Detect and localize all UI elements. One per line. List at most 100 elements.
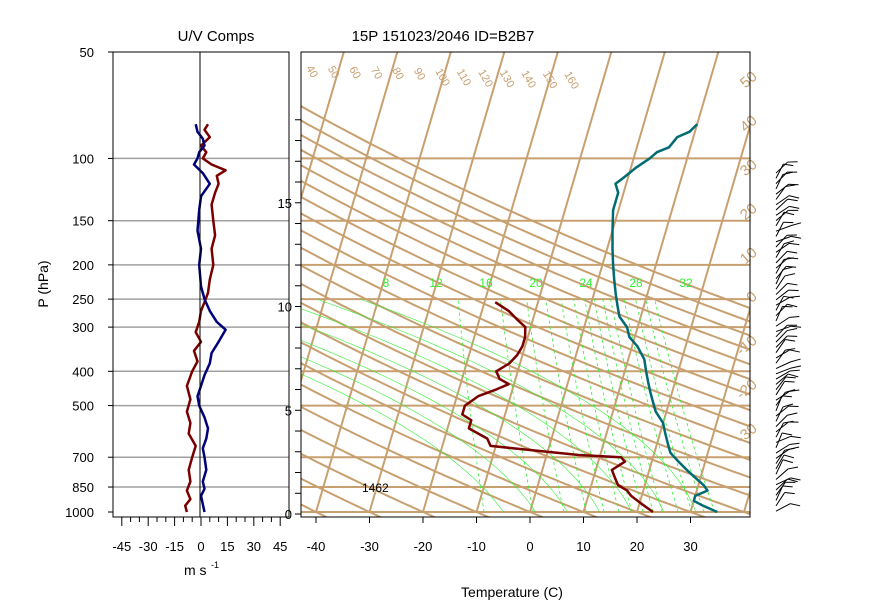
height-tick-label: 0 <box>285 507 292 522</box>
wind-barb <box>775 198 789 211</box>
isotherm-label: 90 <box>411 66 428 83</box>
temperature-tick-label: -40 <box>307 539 326 554</box>
wind-barb <box>775 339 786 353</box>
temperature-tick-label: 0 <box>526 539 533 554</box>
wind-barb <box>775 335 788 348</box>
u-component-line <box>183 123 227 513</box>
mixing-ratio-label: 12 <box>429 276 443 290</box>
isotherm-label: 160 <box>561 70 581 92</box>
isotherm-label: 140 <box>518 69 538 91</box>
pressure-tick-label: 500 <box>72 399 94 414</box>
moist-adiabat-line <box>301 340 568 513</box>
isotherm <box>49 52 184 512</box>
wind-barb-flag <box>782 459 794 464</box>
wind-barb-flag <box>784 491 795 495</box>
wind-barb-flag <box>783 163 794 167</box>
wind-barb <box>775 234 788 248</box>
temperature-tick-label: 10 <box>576 539 590 554</box>
wind-barb <box>775 269 784 285</box>
dry-adiabat <box>301 264 750 461</box>
height-tick-label: 15 <box>278 196 292 211</box>
mixing-ratio-label: 16 <box>479 276 493 290</box>
wind-barb <box>775 324 788 338</box>
uv-ylabel: P (hPa) <box>35 260 51 307</box>
temperature-tick-label: -20 <box>414 539 433 554</box>
dry-adiabat <box>301 301 750 497</box>
wind-barb-flag <box>790 222 802 227</box>
isotherm-label: 130 <box>497 68 517 90</box>
wind-barb-flag <box>790 435 801 439</box>
wind-barb <box>775 444 790 454</box>
wind-barb <box>775 211 785 227</box>
wind-barb-flag <box>783 240 795 245</box>
wind-barb <box>775 485 784 501</box>
wind-barb <box>775 405 789 417</box>
mixing-ratio-label: 28 <box>629 276 643 290</box>
isotherm <box>422 52 559 513</box>
pressure-tick-label: 200 <box>72 258 94 273</box>
isotherm-label: 150 <box>540 69 560 91</box>
isotherm-label: 100 <box>432 67 452 89</box>
isotherm <box>102 52 237 512</box>
wind-barb <box>775 163 784 179</box>
mixing-ratio-line <box>610 299 663 513</box>
dry-adiabat <box>301 133 750 337</box>
adiabat-label: 40 <box>737 112 761 136</box>
dry-adiabat <box>301 452 437 517</box>
mixing-ratio-line <box>654 299 715 513</box>
mixing-ratio-line <box>500 299 534 513</box>
wind-barb <box>775 367 792 375</box>
uv-x-tick-label: 15 <box>220 539 234 554</box>
pressure-tick-label: 400 <box>72 364 94 379</box>
height-tick-label: 10 <box>278 300 292 315</box>
isotherm <box>636 122 750 513</box>
moist-adiabat-line <box>301 324 600 513</box>
wind-barb-flag <box>789 442 800 445</box>
wind-barb-flag <box>785 389 796 393</box>
dry-adiabat <box>301 282 750 479</box>
wind-barb-flag <box>787 466 799 470</box>
pressure-axis: 50 100 150 200 250 300 400 500 700 850 1000 <box>65 45 113 520</box>
wind-barb-flag <box>787 282 798 286</box>
dry-adiabat <box>301 164 750 366</box>
uv-x-tick-label: -45 <box>112 539 131 554</box>
mixing-ratio-line <box>457 299 485 513</box>
wind-barb-flag <box>782 432 793 436</box>
pressure-tick-label: 150 <box>72 214 94 229</box>
mixing-ratio-label: 20 <box>529 276 543 290</box>
wind-barb <box>775 459 784 475</box>
temperature-tick-label: -10 <box>467 539 486 554</box>
moist-adiabat-line <box>301 373 504 513</box>
mixing-ratio-line <box>573 299 620 513</box>
wind-barb <box>775 222 784 237</box>
wind-barb <box>775 503 791 512</box>
wind-barb-flag <box>789 295 800 298</box>
height-axis: 0 5 10 15 <box>278 119 301 522</box>
isotherm-label: 60 <box>346 65 363 82</box>
mixing-ratio-line <box>545 299 587 513</box>
wind-barb <box>775 275 786 290</box>
dry-adiabat <box>301 428 491 517</box>
wind-barb-flag <box>785 339 796 342</box>
dry-adiabat <box>301 383 599 517</box>
mixing-ratio-line <box>584 299 633 513</box>
dry-adiabat <box>301 212 750 412</box>
dry-adiabat <box>301 341 708 517</box>
isotherm-label: 50 <box>325 64 342 81</box>
wind-barb <box>775 296 785 311</box>
isotherm <box>0 52 23 512</box>
uv-x-tick-label: 45 <box>273 539 287 554</box>
wind-barbs <box>775 161 802 512</box>
wind-barb <box>775 373 789 385</box>
height-annotation: 1462 <box>362 481 389 495</box>
mixing-ratio-line <box>593 299 644 513</box>
wind-barb-flag <box>790 358 801 363</box>
wind-barb <box>775 296 791 306</box>
isotherm-label: 110 <box>454 67 473 88</box>
wind-barb-flag <box>789 242 800 246</box>
dry-adiabat <box>301 405 545 517</box>
wind-barb <box>775 251 788 264</box>
wind-barb-flag <box>789 316 800 318</box>
dry-adiabat <box>301 195 750 396</box>
wind-barb <box>775 492 786 507</box>
